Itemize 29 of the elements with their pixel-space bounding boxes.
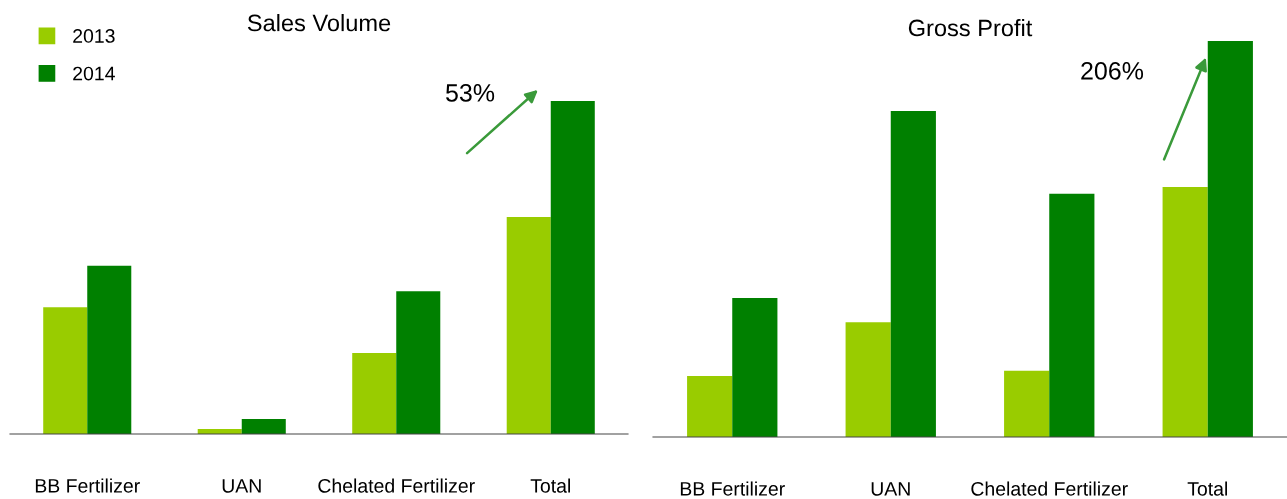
bar bbox=[43, 307, 88, 434]
legend-label: 2014 bbox=[73, 66, 115, 81]
x-tick-label: BB Fertilizer bbox=[680, 481, 785, 496]
chart-title: Sales Volume bbox=[247, 14, 391, 32]
bar bbox=[1049, 193, 1095, 437]
x-tick-label: Total bbox=[530, 478, 570, 493]
x-tick-label: Total bbox=[1187, 481, 1227, 496]
annotation: 206% bbox=[1081, 62, 1144, 80]
bar bbox=[687, 376, 733, 437]
bar bbox=[87, 265, 132, 434]
bar bbox=[550, 101, 595, 434]
x-tick-label: BB Fertilizer bbox=[35, 478, 140, 493]
annotation: 53% bbox=[446, 84, 495, 102]
bar bbox=[241, 419, 286, 434]
bar bbox=[1162, 187, 1208, 437]
bar bbox=[732, 298, 778, 437]
bar bbox=[890, 111, 936, 437]
bar bbox=[845, 322, 891, 437]
bar bbox=[1004, 370, 1050, 437]
bar bbox=[506, 216, 551, 434]
x-tick-label: UAN bbox=[222, 479, 261, 493]
x-tick-label: Chelated Fertilizer bbox=[318, 478, 475, 493]
bar bbox=[1207, 41, 1253, 437]
bar bbox=[352, 353, 397, 434]
x-tick-label: Chelated Fertilizer bbox=[971, 481, 1128, 496]
chart-title: Gross Profit bbox=[908, 19, 1033, 37]
bar bbox=[396, 291, 441, 434]
x-tick-label: UAN bbox=[871, 482, 910, 496]
legend-label: 2013 bbox=[73, 29, 115, 43]
